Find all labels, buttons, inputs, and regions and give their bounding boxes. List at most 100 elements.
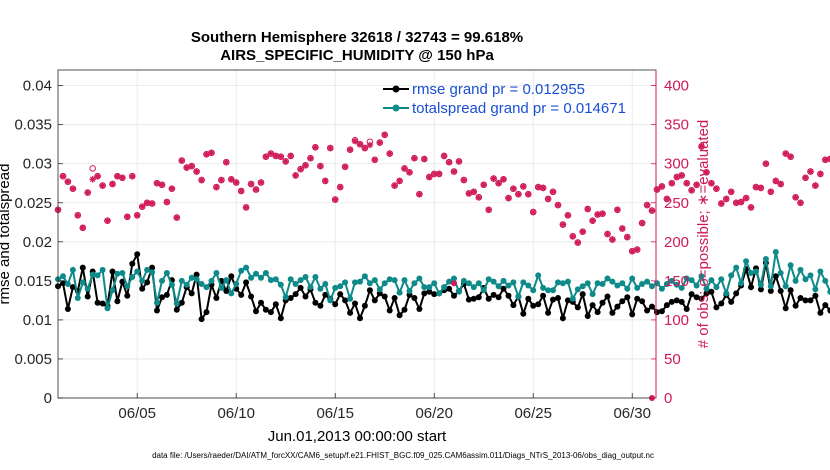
- obs-star-stroke: [99, 182, 106, 189]
- rmse-point: [644, 307, 651, 314]
- totalspread-point: [302, 274, 309, 280]
- obs-evaluated-point: [64, 178, 72, 185]
- totalspread-point: [782, 283, 789, 290]
- obs-evaluated-point: [634, 246, 641, 253]
- totalspread-point: [277, 281, 284, 288]
- rmse-point: [688, 291, 695, 298]
- rmse-point: [446, 285, 453, 292]
- rmse-point: [584, 313, 591, 319]
- obs-evaluated-point: [757, 184, 765, 192]
- obs-star-stroke: [773, 178, 779, 184]
- obs-star-stroke: [604, 231, 611, 237]
- obs-evaluated-point: [638, 219, 646, 227]
- rmse-point: [381, 293, 388, 300]
- obs-evaluated-point: [772, 177, 779, 185]
- rmse-point: [173, 306, 180, 313]
- obs-evaluated-point: [460, 176, 468, 184]
- totalspread-point: [416, 275, 423, 282]
- obs-evaluated-point: [535, 183, 542, 191]
- obs-star-stroke: [713, 185, 720, 192]
- obs-evaluated-point: [747, 204, 755, 211]
- totalspread-point: [644, 278, 651, 285]
- rmse-point: [505, 292, 512, 299]
- totalspread-point: [64, 281, 71, 287]
- obs-evaluated-point: [257, 179, 265, 186]
- x-tick-label: 06/15: [316, 405, 354, 422]
- rmse-point: [673, 297, 680, 304]
- y-left-tick-label: 0.01: [23, 312, 52, 329]
- rmse-point: [411, 295, 418, 301]
- totalspread-point: [173, 300, 180, 307]
- obs-evaluated-point: [79, 224, 87, 232]
- rmse-point: [827, 307, 830, 314]
- obs-evaluated-point: [396, 177, 403, 185]
- totalspread-point: [723, 290, 730, 297]
- totalspread-point: [545, 287, 552, 294]
- y-right-tick-label: 300: [664, 156, 689, 173]
- obs-star-stroke: [109, 181, 116, 187]
- totalspread-point: [411, 280, 418, 287]
- totalspread-point: [713, 284, 720, 291]
- rmse-point: [649, 303, 655, 310]
- totalspread-point: [807, 272, 814, 279]
- totalspread-point: [327, 297, 334, 304]
- obs-star-stroke: [540, 185, 546, 191]
- totalspread-point: [262, 270, 269, 276]
- rmse-point: [124, 292, 131, 299]
- obs-star-stroke: [471, 189, 477, 195]
- rmse-point: [317, 302, 324, 309]
- totalspread-point: [208, 277, 215, 284]
- rmse-point: [485, 295, 492, 302]
- obs-star-stroke: [406, 169, 413, 176]
- obs-star-stroke: [678, 172, 685, 179]
- obs-star-stroke: [827, 156, 830, 160]
- obs-evaluated-point: [643, 201, 651, 209]
- obs-star-stroke: [159, 182, 165, 188]
- obs-star-stroke: [342, 164, 348, 170]
- rmse-point: [144, 279, 151, 286]
- obs-evaluated-point: [752, 183, 760, 191]
- rmse-point: [564, 297, 571, 304]
- obs-evaluated-point: [69, 185, 77, 192]
- obs-star-stroke: [654, 186, 660, 193]
- obs-star-stroke: [188, 163, 195, 169]
- totalspread-point: [124, 283, 131, 290]
- rmse-point: [629, 311, 636, 318]
- totalspread-point: [69, 266, 76, 273]
- totalspread-point: [822, 277, 829, 284]
- totalspread-point: [307, 284, 314, 291]
- totalspread-point: [292, 281, 299, 287]
- rmse-point: [535, 301, 542, 308]
- obs-star-stroke: [802, 175, 809, 181]
- obs-evaluated-point: [465, 190, 473, 197]
- obs-evaluated-point: [470, 188, 477, 196]
- rmse-point: [782, 305, 789, 312]
- rmse-point: [555, 295, 561, 301]
- rmse-point: [154, 307, 160, 314]
- obs-star-stroke: [550, 189, 556, 195]
- obs-evaluated-point: [203, 151, 210, 158]
- obs-evaluated-point: [327, 144, 334, 152]
- totalspread-point: [258, 274, 264, 281]
- obs-evaluated-point: [426, 173, 433, 181]
- totalspread-point: [649, 283, 655, 290]
- totalspread-point: [490, 278, 497, 285]
- rmse-point: [342, 297, 349, 304]
- rmse-point: [361, 302, 368, 309]
- legend-rmse-marker: [392, 85, 400, 93]
- obs-evaluated-point: [629, 247, 636, 255]
- obs-star-stroke: [416, 191, 423, 197]
- obs-extra-point: [451, 280, 457, 287]
- rmse-point: [579, 291, 586, 298]
- obs-evaluated-point: [371, 156, 378, 164]
- obs-star-stroke: [683, 180, 690, 186]
- totalspread-point: [183, 281, 190, 288]
- totalspread-point: [178, 277, 185, 284]
- obs-star-stroke: [649, 207, 655, 214]
- obs-star-stroke: [476, 194, 482, 201]
- legend: rmse grand pr = 0.012955 totalspread gra…: [383, 81, 626, 117]
- totalspread-point: [253, 270, 259, 277]
- obs-evaluated-point: [609, 236, 616, 243]
- totalspread-point: [658, 285, 665, 292]
- obs-star-stroke: [278, 153, 284, 160]
